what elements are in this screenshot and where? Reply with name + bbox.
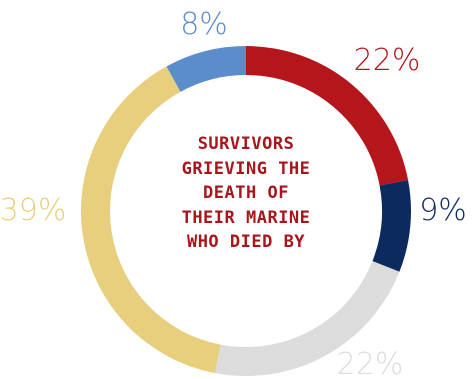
title-line-1: SURVIVORS xyxy=(197,134,295,154)
slices-group xyxy=(80,46,411,376)
slice-1 xyxy=(246,46,409,186)
title-line-3: DEATH OF xyxy=(203,183,289,203)
slice-2 xyxy=(372,180,411,272)
slice-4 xyxy=(80,66,221,374)
chart-title: SURVIVORS GRIEVING THE DEATH OF THEIR MA… xyxy=(146,132,346,255)
title-line-5: WHO DIED BY xyxy=(186,232,306,252)
slice-label-5: 8% xyxy=(180,7,228,42)
title-line-4: THEIR MARINE xyxy=(181,207,311,228)
slice-5 xyxy=(166,46,246,92)
slice-3 xyxy=(215,261,400,376)
slice-label-4: 39% xyxy=(0,193,66,228)
slice-label-1: 22% xyxy=(354,43,421,78)
slice-label-2: 9% xyxy=(419,193,467,228)
title-line-2: GRIEVING THE xyxy=(181,158,311,179)
labels-group: 22% 9% 22% 39% 8% xyxy=(0,7,467,379)
slice-label-3: 22% xyxy=(337,347,404,379)
